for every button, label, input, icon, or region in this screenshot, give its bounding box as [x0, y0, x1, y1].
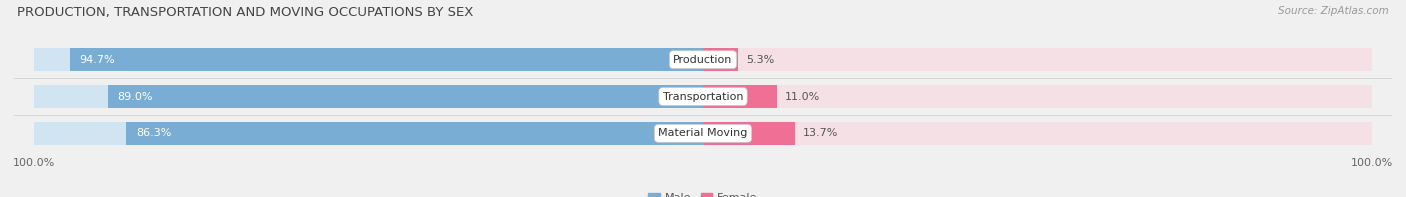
Bar: [34, 85, 703, 108]
Bar: [69, 48, 703, 71]
Text: 94.7%: 94.7%: [80, 55, 115, 65]
Bar: [34, 48, 703, 71]
Text: Transportation: Transportation: [662, 92, 744, 101]
Bar: [34, 122, 703, 145]
Bar: [703, 85, 1372, 108]
Bar: [703, 122, 794, 145]
Text: Source: ZipAtlas.com: Source: ZipAtlas.com: [1278, 6, 1389, 16]
Text: 5.3%: 5.3%: [747, 55, 775, 65]
Bar: [703, 48, 738, 71]
Bar: [125, 122, 703, 145]
Legend: Male, Female: Male, Female: [644, 188, 762, 197]
Bar: [108, 85, 703, 108]
Text: PRODUCTION, TRANSPORTATION AND MOVING OCCUPATIONS BY SEX: PRODUCTION, TRANSPORTATION AND MOVING OC…: [17, 6, 474, 19]
Text: 89.0%: 89.0%: [118, 92, 153, 101]
Bar: [703, 122, 1372, 145]
Bar: [703, 48, 1372, 71]
Text: 86.3%: 86.3%: [136, 128, 172, 138]
Text: 11.0%: 11.0%: [785, 92, 820, 101]
Text: 13.7%: 13.7%: [803, 128, 838, 138]
Bar: [703, 85, 776, 108]
Text: Material Moving: Material Moving: [658, 128, 748, 138]
Text: Production: Production: [673, 55, 733, 65]
